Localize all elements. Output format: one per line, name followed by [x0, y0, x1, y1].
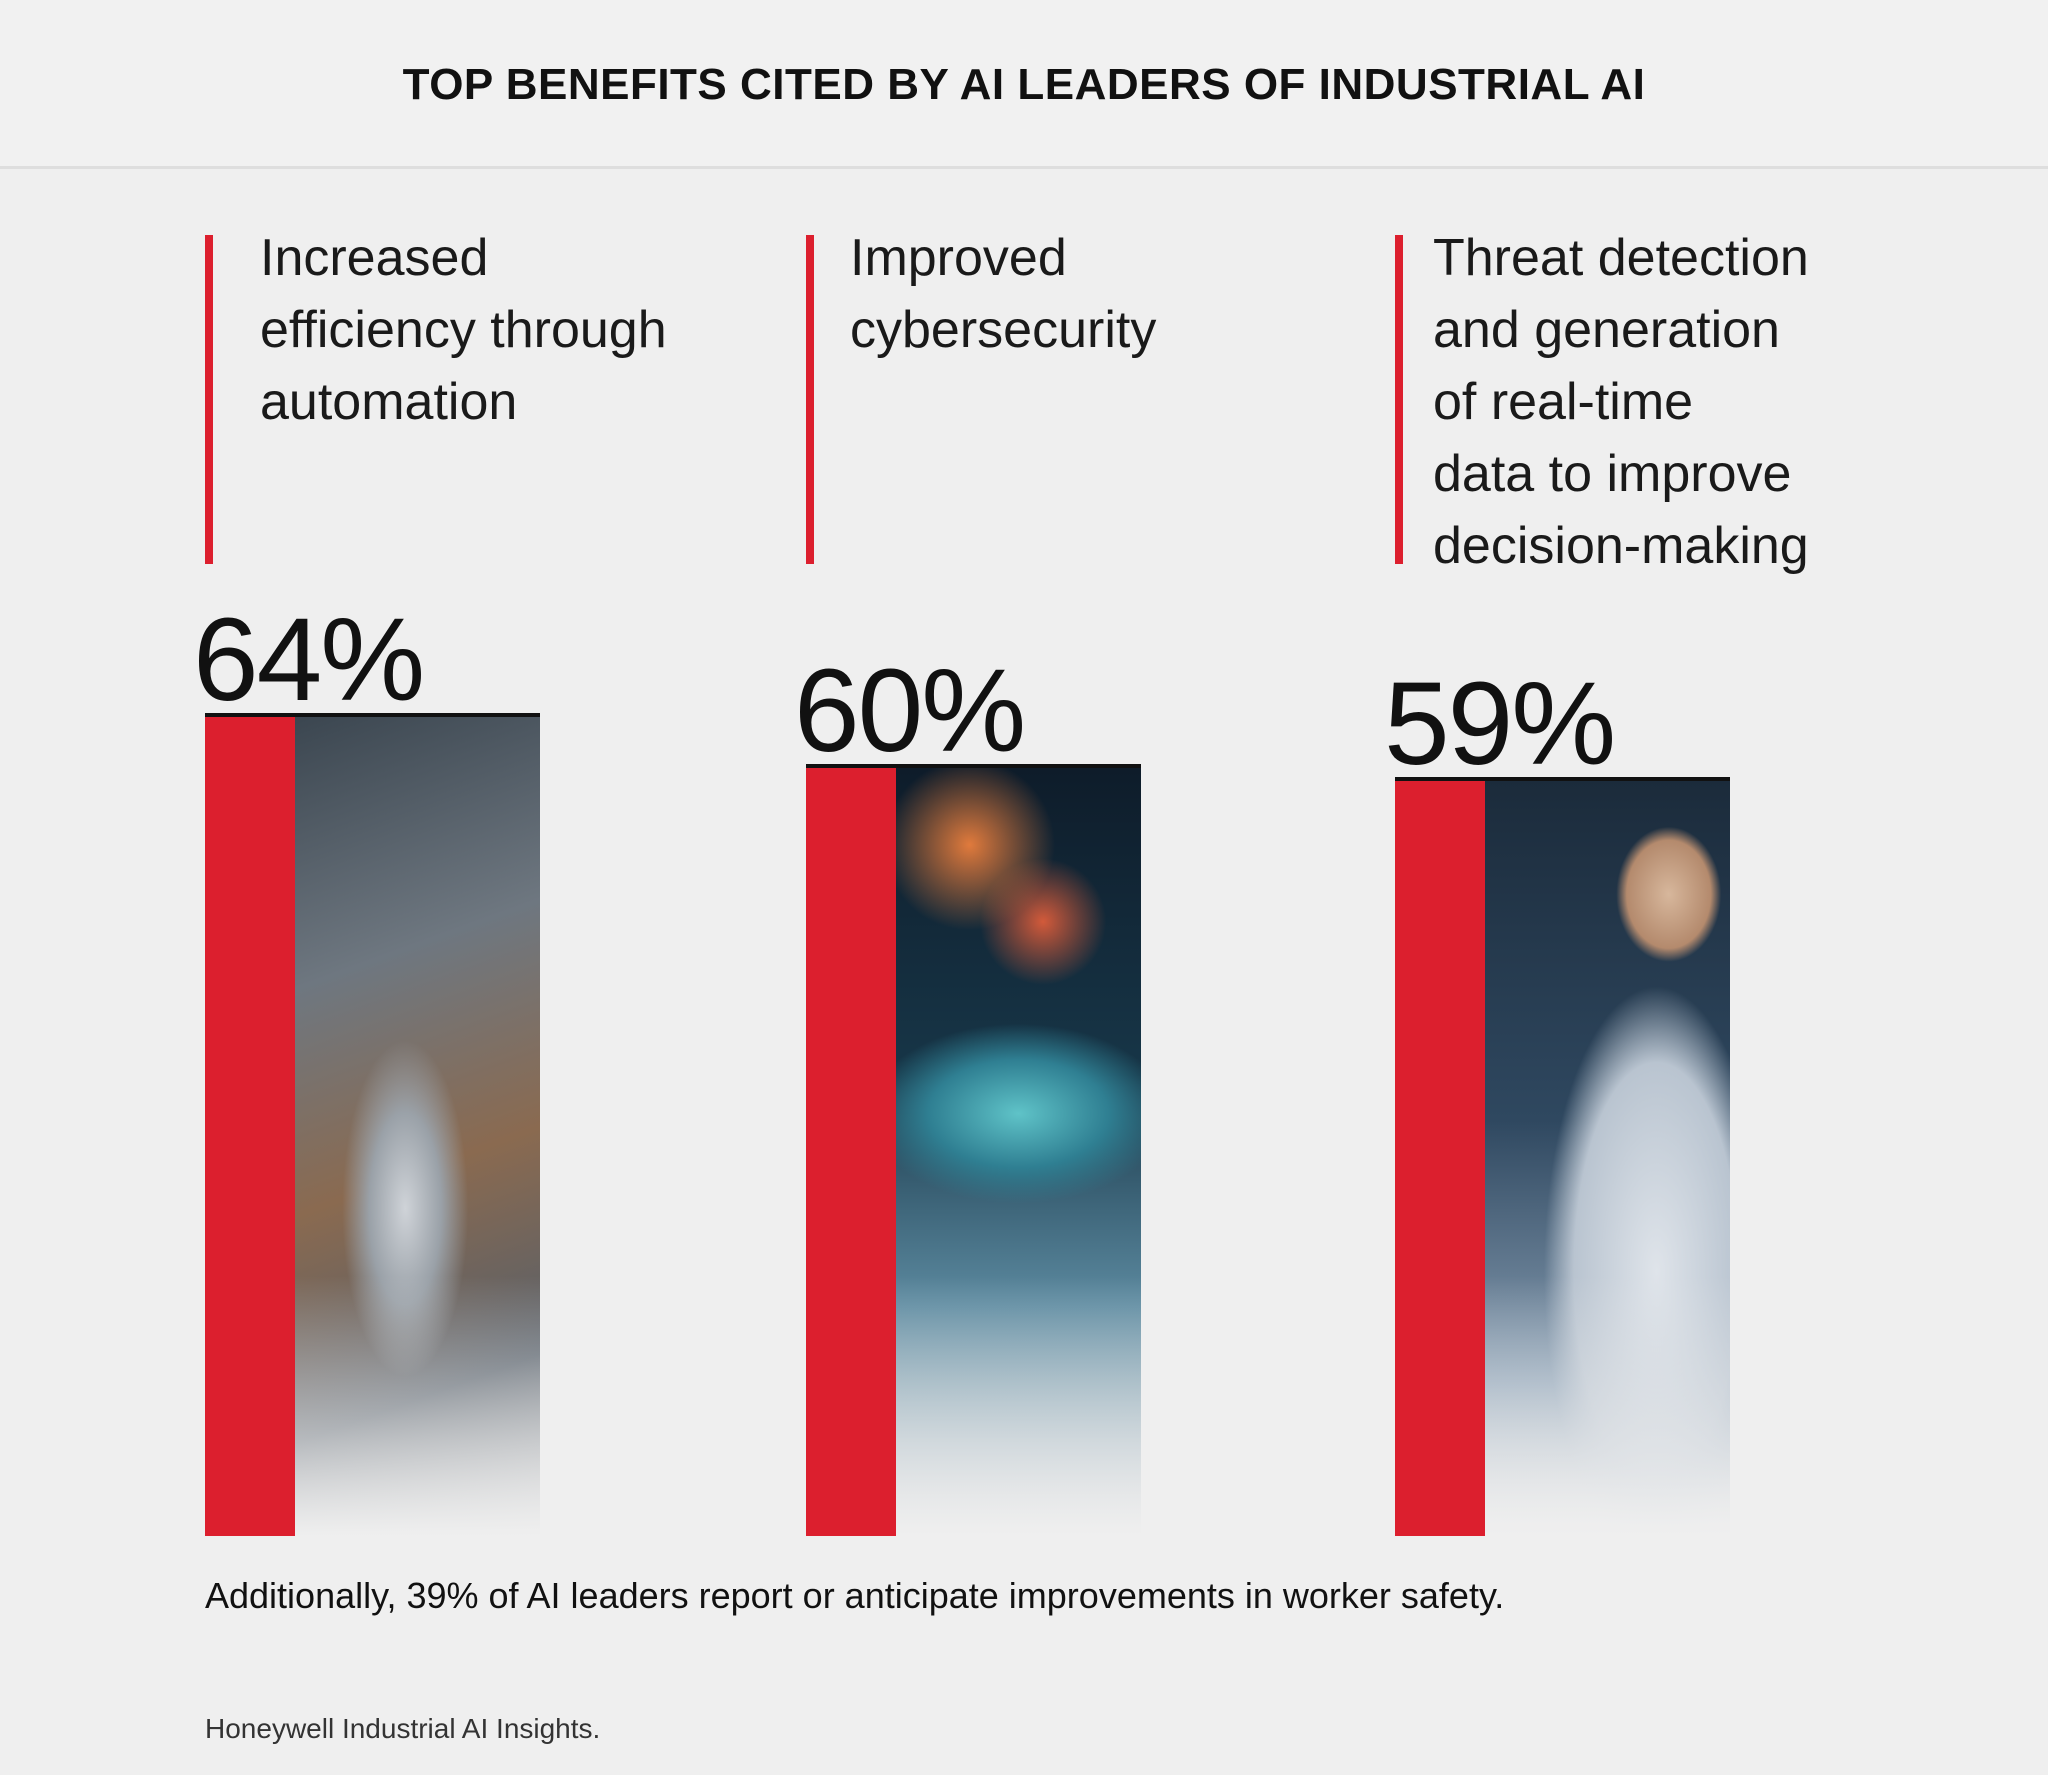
photo-fade	[295, 1276, 540, 1536]
bar	[806, 764, 1141, 1536]
footnote: Additionally, 39% of AI leaders report o…	[205, 1575, 1505, 1616]
category-label-line: and generation	[1433, 301, 1780, 359]
category-accent-line	[806, 235, 814, 564]
category-label-line: Increased	[260, 229, 489, 287]
category-label-line: of real-time	[1433, 373, 1694, 431]
category-label-line: decision-making	[1433, 517, 1809, 575]
category-label: Increased efficiency through automation	[260, 222, 667, 438]
value-label: 59%	[1384, 657, 1616, 790]
category-label-line: Improved	[850, 229, 1067, 287]
bar-fill	[806, 768, 896, 1536]
bar	[205, 713, 540, 1536]
bar-fill	[205, 717, 295, 1536]
category-label: Threat detection and generation of real-ti…	[1433, 222, 1809, 582]
category-label-line: data to improve	[1433, 445, 1792, 503]
header-band: TOP BENEFITS CITED BY AI LEADERS OF INDU…	[0, 0, 2048, 169]
bar-fill	[1395, 780, 1485, 1536]
category-label-line: cybersecurity	[850, 301, 1157, 359]
chart-title: TOP BENEFITS CITED BY AI LEADERS OF INDU…	[402, 60, 1646, 109]
photo-fade	[896, 1276, 1141, 1536]
value-label: 60%	[794, 645, 1026, 778]
value-label: 64%	[193, 594, 425, 726]
category-label-line: efficiency through	[260, 301, 667, 359]
category-accent-line	[205, 235, 213, 564]
category-label: Improved cybersecurity	[850, 222, 1156, 366]
category-label-line: Threat detection	[1433, 229, 1809, 287]
bar	[1395, 776, 1730, 1536]
source-note: Honeywell Industrial AI Insights.	[205, 1713, 601, 1744]
photo-fade	[1485, 1276, 1730, 1536]
category-accent-line	[1395, 235, 1403, 564]
category-label-line: automation	[260, 373, 518, 431]
